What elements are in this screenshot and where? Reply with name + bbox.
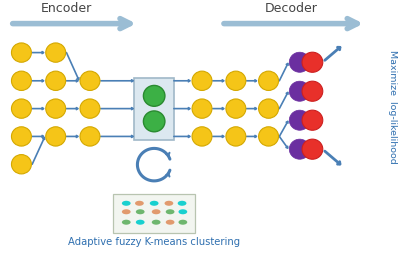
Circle shape: [289, 81, 310, 101]
Circle shape: [46, 127, 66, 146]
Circle shape: [80, 127, 100, 146]
Ellipse shape: [150, 201, 158, 206]
Circle shape: [80, 99, 100, 118]
Circle shape: [12, 99, 31, 118]
Circle shape: [302, 52, 323, 72]
Text: Encoder: Encoder: [41, 2, 92, 15]
Circle shape: [258, 99, 278, 118]
Circle shape: [258, 127, 278, 146]
Circle shape: [302, 81, 323, 101]
Circle shape: [143, 111, 165, 132]
Ellipse shape: [122, 209, 131, 214]
Text: Decoder: Decoder: [265, 2, 318, 15]
Circle shape: [12, 71, 31, 90]
Circle shape: [302, 110, 323, 130]
Ellipse shape: [152, 220, 160, 225]
FancyBboxPatch shape: [113, 194, 195, 233]
Ellipse shape: [122, 220, 131, 225]
Circle shape: [192, 127, 212, 146]
Circle shape: [258, 71, 278, 90]
Ellipse shape: [136, 220, 144, 225]
Circle shape: [302, 139, 323, 159]
Circle shape: [46, 43, 66, 62]
Ellipse shape: [166, 220, 174, 225]
Ellipse shape: [136, 209, 144, 214]
FancyBboxPatch shape: [134, 77, 174, 140]
Circle shape: [12, 155, 31, 174]
Text: Maximize  log-likelihood: Maximize log-likelihood: [388, 50, 397, 164]
Circle shape: [192, 99, 212, 118]
Circle shape: [46, 71, 66, 90]
Text: Adaptive fuzzy K-means clustering: Adaptive fuzzy K-means clustering: [68, 237, 240, 247]
Ellipse shape: [122, 201, 131, 206]
Circle shape: [289, 110, 310, 130]
Circle shape: [143, 86, 165, 106]
Circle shape: [192, 71, 212, 90]
Ellipse shape: [166, 209, 174, 214]
Circle shape: [289, 139, 310, 159]
Circle shape: [289, 52, 310, 72]
Ellipse shape: [178, 220, 187, 225]
Ellipse shape: [135, 201, 144, 206]
Circle shape: [12, 127, 31, 146]
Circle shape: [46, 99, 66, 118]
Circle shape: [226, 71, 246, 90]
Ellipse shape: [152, 209, 160, 214]
Circle shape: [226, 127, 246, 146]
Ellipse shape: [178, 201, 186, 206]
Circle shape: [80, 71, 100, 90]
Circle shape: [12, 43, 31, 62]
Circle shape: [226, 99, 246, 118]
Ellipse shape: [164, 201, 173, 206]
Ellipse shape: [178, 209, 187, 214]
